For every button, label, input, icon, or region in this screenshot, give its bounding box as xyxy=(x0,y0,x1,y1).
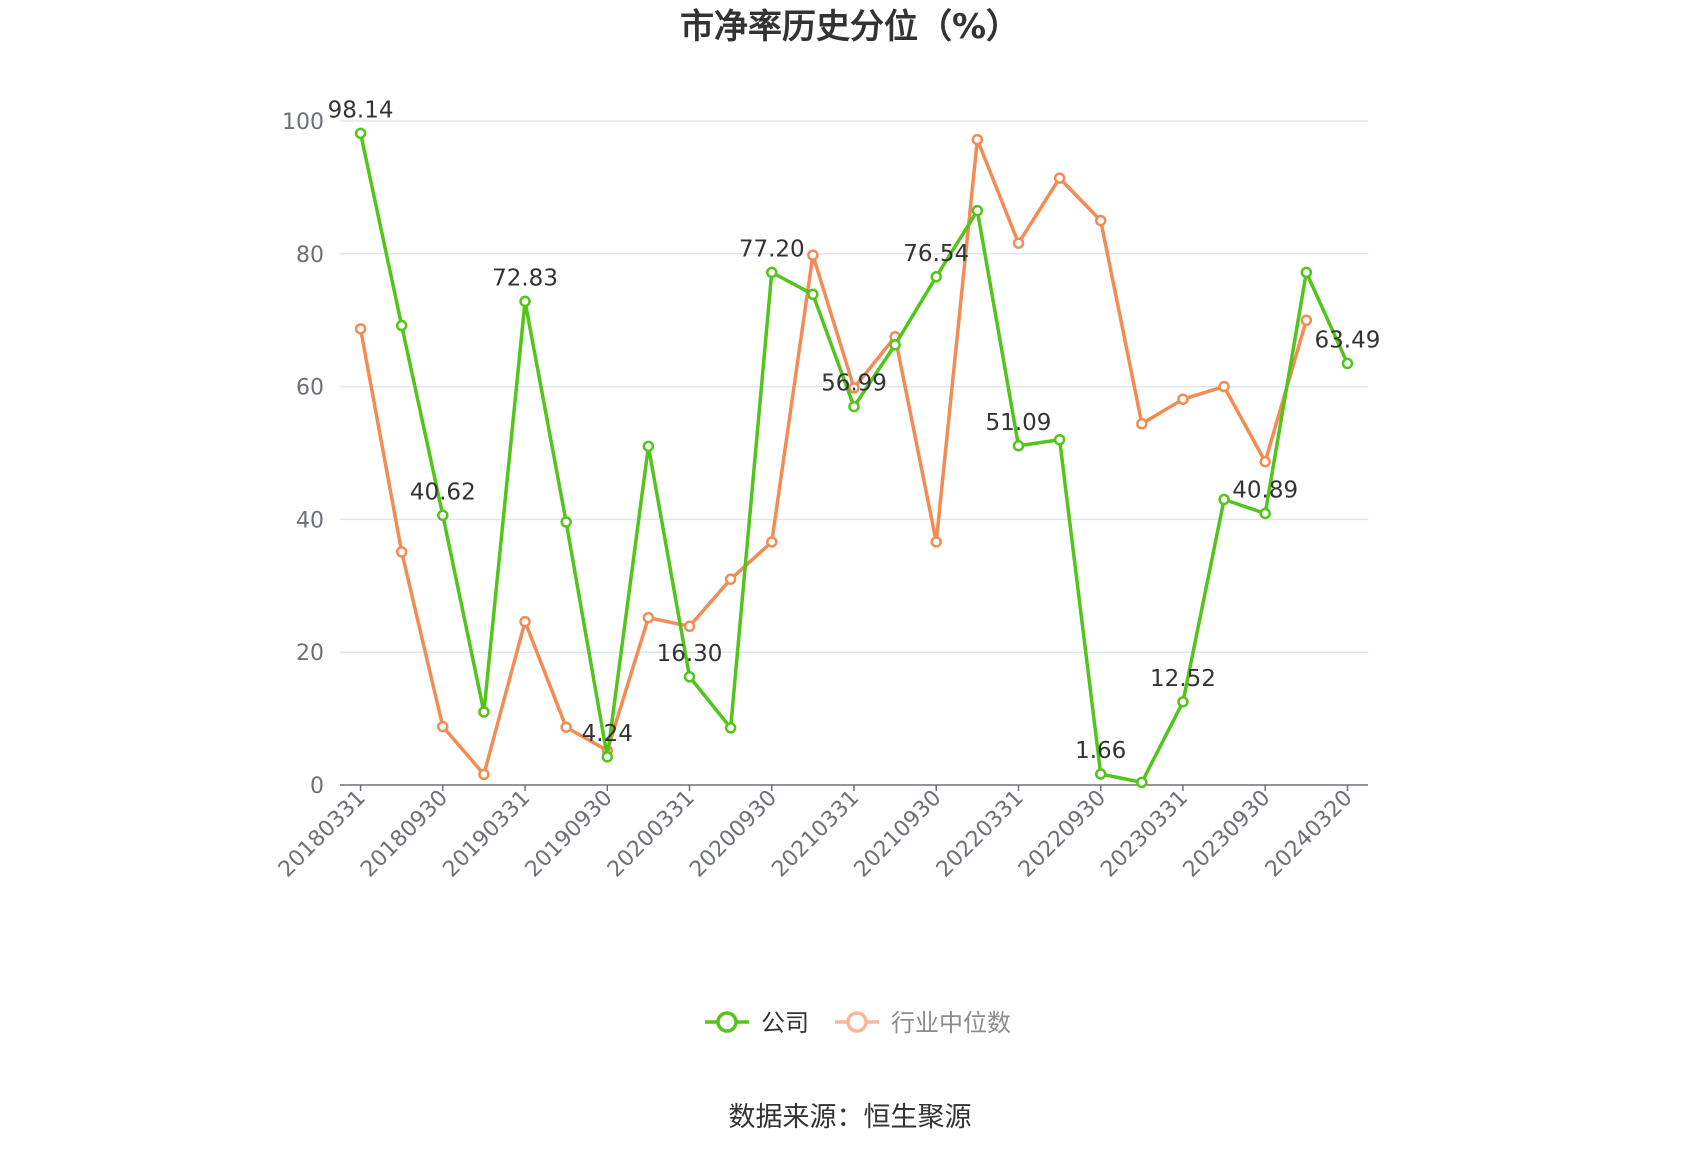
data-point-0-8 xyxy=(683,671,696,683)
data-point-1-14 xyxy=(930,536,942,548)
data-point-1-22 xyxy=(1259,455,1271,468)
data-label-4: 72.83 xyxy=(492,265,558,291)
legend-marker-1 xyxy=(846,1011,868,1033)
data-label-16: 51.09 xyxy=(986,410,1052,436)
data-point-0-23 xyxy=(1300,266,1313,279)
legend-marker-0 xyxy=(716,1011,738,1033)
data-point-1-10 xyxy=(766,536,778,548)
data-point-1-0 xyxy=(354,323,367,335)
data-point-1-4 xyxy=(519,615,531,628)
series-company xyxy=(354,127,1354,789)
data-point-1-20 xyxy=(1177,393,1189,405)
data-point-0-24 xyxy=(1341,357,1354,370)
data-labels: 98.14 40.62 72.83 4.24 16.30 77.20 56.99 76.54 5… xyxy=(328,97,1381,764)
x-tick-label-20230930: 20230930 xyxy=(1179,786,1276,883)
data-label-0: 98.14 xyxy=(328,97,394,123)
data-point-1-16 xyxy=(1012,237,1025,249)
x-tick-label-20240320: 20240320 xyxy=(1261,786,1358,883)
data-point-0-0 xyxy=(354,127,367,140)
x-tick-label-20230331: 20230331 xyxy=(1096,786,1193,883)
data-point-1-1 xyxy=(395,546,408,558)
x-tick-label-20220331: 20220331 xyxy=(932,786,1029,883)
data-label-2: 40.62 xyxy=(410,479,476,505)
data-point-1-11 xyxy=(807,249,819,261)
y-tick-label-40: 40 xyxy=(296,508,324,533)
legend-item-industry-median[interactable]: 行业中位数 xyxy=(835,1009,1011,1037)
data-label-20: 12.52 xyxy=(1150,666,1216,692)
data-point-0-22 xyxy=(1259,507,1271,520)
x-tick-label-20220930: 20220930 xyxy=(1014,786,1111,883)
y-tick-label-20: 20 xyxy=(296,641,324,666)
y-tick-label-0: 0 xyxy=(310,774,324,799)
data-label-22: 40.89 xyxy=(1232,477,1298,503)
x-tick-label-20190930: 20190930 xyxy=(521,786,618,883)
y-tick-label-100: 100 xyxy=(282,110,324,135)
data-label-14: 76.54 xyxy=(903,241,969,267)
data-label-12: 56.99 xyxy=(821,371,887,397)
x-tick-label-20210331: 20210331 xyxy=(767,786,864,883)
x-tick-label-20210930: 20210930 xyxy=(850,786,947,883)
data-point-1-2 xyxy=(437,720,449,733)
data-point-0-2 xyxy=(437,509,449,522)
data-point-1-8 xyxy=(683,620,696,633)
data-point-0-9 xyxy=(724,722,737,734)
series-industry-median xyxy=(354,133,1313,781)
y-tick-label-80: 80 xyxy=(296,243,324,268)
data-point-0-3 xyxy=(478,706,490,718)
x-tick-label-20200930: 20200930 xyxy=(685,786,782,883)
source-text: 数据来源：恒生聚源 xyxy=(729,1102,972,1133)
data-point-0-10 xyxy=(766,266,778,279)
data-point-0-20 xyxy=(1177,696,1189,708)
data-point-1-15 xyxy=(971,133,984,146)
series-layer xyxy=(354,127,1354,789)
legend-label-1: 行业中位数 xyxy=(891,1009,1011,1037)
data-point-0-1 xyxy=(395,319,408,332)
data-point-1-3 xyxy=(478,768,490,781)
data-point-1-17 xyxy=(1053,172,1066,184)
x-tick-label-20200331: 20200331 xyxy=(603,786,700,883)
data-point-1-19 xyxy=(1136,418,1148,430)
data-point-0-6 xyxy=(601,751,614,763)
x-tick-label-20180331: 20180331 xyxy=(274,786,371,883)
data-point-0-12 xyxy=(848,400,860,413)
data-point-1-18 xyxy=(1094,214,1107,227)
legend-item-company[interactable]: 公司 xyxy=(705,1009,809,1037)
x-tick-label-20180930: 20180930 xyxy=(356,786,453,883)
data-point-0-11 xyxy=(807,288,819,301)
data-point-1-5 xyxy=(560,721,572,733)
data-label-10: 77.20 xyxy=(739,236,805,262)
data-point-0-19 xyxy=(1136,776,1148,789)
data-label-8: 16.30 xyxy=(657,641,723,667)
legend[interactable]: 公司 行业中位数 xyxy=(705,1009,1011,1037)
y-tick-label-60: 60 xyxy=(296,376,324,401)
data-point-1-12 xyxy=(848,382,860,394)
legend-label-0: 公司 xyxy=(761,1009,809,1037)
data-label-6: 4.24 xyxy=(582,721,633,747)
x-tick-label-20190331: 20190331 xyxy=(438,786,535,883)
data-point-1-21 xyxy=(1218,380,1230,393)
data-label-18: 1.66 xyxy=(1075,738,1126,764)
data-point-0-18 xyxy=(1094,768,1107,780)
data-point-0-17 xyxy=(1053,433,1066,446)
data-point-0-13 xyxy=(889,339,901,351)
data-point-0-14 xyxy=(930,271,942,283)
data-point-1-9 xyxy=(724,573,737,585)
data-point-0-4 xyxy=(519,295,531,308)
chart-title: 市净率历史分位（%） xyxy=(680,7,1020,47)
data-point-0-16 xyxy=(1012,440,1025,452)
data-label-24: 63.49 xyxy=(1315,327,1381,353)
series-line-1 xyxy=(358,137,1309,777)
data-point-0-7 xyxy=(642,440,655,453)
data-point-1-7 xyxy=(642,611,655,624)
data-point-1-23 xyxy=(1300,314,1313,326)
data-point-0-5 xyxy=(560,516,572,528)
data-point-0-15 xyxy=(971,204,984,217)
data-point-0-21 xyxy=(1218,493,1230,506)
